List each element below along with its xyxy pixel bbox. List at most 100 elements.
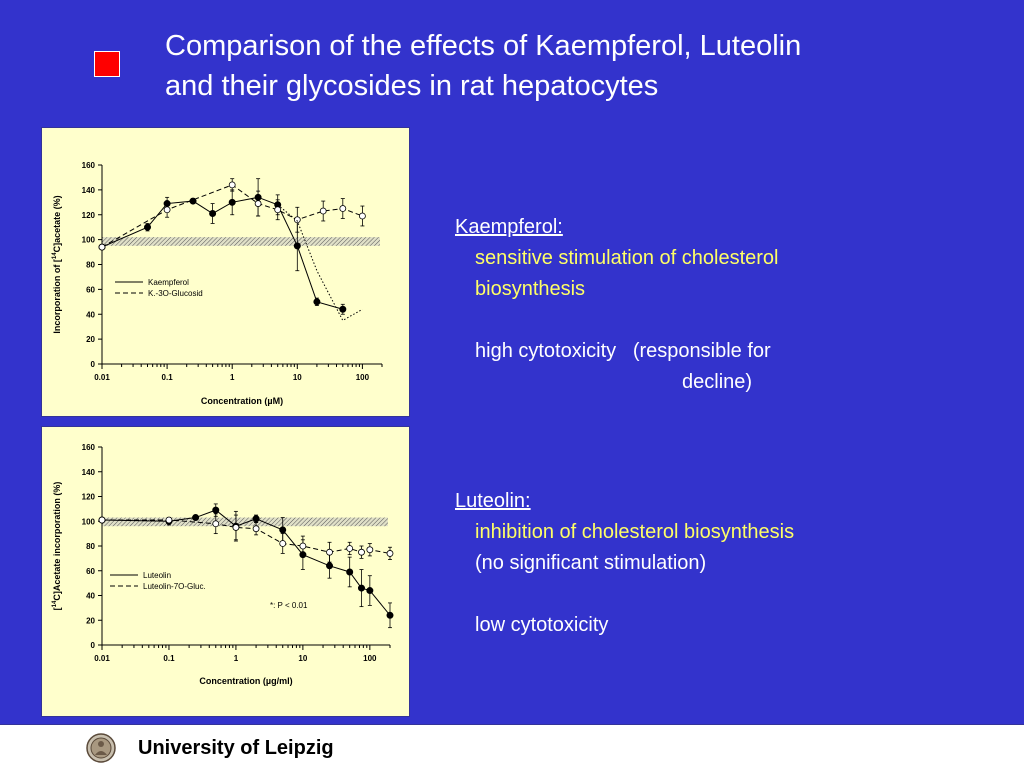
luteolin-chart: 0 20 40 60 80 100 120 140 160 0.01 0.1 1 10 100 Concen… [52,443,394,686]
chart2-legend-label: Luteolin [143,571,171,580]
chart1-y-tick-label: 100 [82,236,96,245]
luteolin-notes: Luteolin: inhibition of cholesterol bios… [455,486,794,641]
chart2-luteolin-point [366,587,374,595]
chart2-luteolin-7o-gluc-point [279,540,287,547]
chart2-y-tick-label: 140 [82,468,96,477]
chart2-significance-note: *: P < 0.01 [270,601,308,610]
chart2-y-tick-label: 40 [86,592,95,601]
chart2-luteolin-point [252,515,260,523]
chart2-luteolin-point [346,568,354,576]
chart1-k-3o-glucosid-point [98,243,106,251]
footer-bar: University of Leipzig [0,724,1024,769]
chart2-luteolin-point [279,526,287,534]
kaempferol-cytotoxicity-line: high cytotoxicity (responsible for [455,336,778,367]
chart2-y-tick-label: 160 [82,443,96,452]
chart2-luteolin-7o-gluc-point [326,548,333,556]
chart1-x-tick-label: 0.1 [162,373,174,382]
chart1-x-tick-label: 0.01 [94,373,110,382]
chart1-kaempferol-point [313,298,321,306]
chart2-luteolin-point [326,562,334,570]
chart1-y-tick-label: 140 [82,186,96,195]
kaempferol-chart: 0 20 40 60 80 100 120 140 160 0.01 0.1 1 10 100 Concen… [52,161,383,406]
chart1-kaempferol-point [144,223,152,231]
chart1-kaempferol-point [293,242,301,250]
luteolin-cytotoxicity-line: low cytotoxicity [475,614,609,636]
kaempferol-cytotoxicity-reason: (responsible for [632,340,771,362]
chart1-k-3o-glucosid-point [228,181,236,189]
chart2-y-axis-label: [14C]Acetate incorporation (%) [52,482,62,611]
chart1-y-axis-label-post: C]acetate (%) [52,195,62,252]
chart1-k-3o-glucosid-point [274,206,282,214]
chart2-luteolin-point [357,584,365,592]
chart2-reference-band [102,517,388,527]
university-seal-icon [86,733,116,763]
kaempferol-stimulation-line-1: sensitive stimulation of cholesterol [475,247,779,269]
chart2-x-tick-label: 0.1 [163,654,175,663]
chart1-y-tick-label: 60 [86,285,95,294]
kaempferol-notes: Kaempferol: sensitive stimulation of cho… [455,212,778,398]
slide-title-line-2: and their glycosides in rat hepatocytes [165,70,659,102]
chart2-luteolin-7o-gluc-point [98,516,106,524]
chart2-x-tick-label: 100 [363,654,377,663]
chart1-k-3o-glucosid-point [319,207,327,215]
kaempferol-chart-panel: 0 20 40 60 80 100 120 140 160 0.01 0.1 1 10 100 Concen… [41,127,410,417]
chart2-y-tick-label: 20 [86,616,95,625]
chart2-x-tick-label: 10 [298,654,307,663]
chart2-luteolin-7o-gluc-point [299,542,307,550]
luteolin-inhibition-line: inhibition of cholesterol biosynthesis [475,521,795,543]
chart1-k-3o-glucosid-point [339,205,347,212]
chart2-luteolin-7o-gluc-point [386,550,394,557]
chart1-legend-label: K.-3O-Glucosid [148,289,203,298]
luteolin-chart-panel: 0 20 40 60 80 100 120 140 160 0.01 0.1 1 10 100 Concen… [41,426,410,717]
chart1-kaempferol-point [228,198,236,206]
chart1-k-3o-glucosid-point [163,206,171,214]
chart1-k-3o-glucosid-point [254,200,262,207]
chart1-legend-label: Kaempferol [148,278,189,287]
chart2-y-tick-label: 0 [91,641,96,650]
chart2-y-tick-label: 80 [86,542,95,551]
luteolin-heading: Luteolin: [455,490,531,512]
chart2-x-axis-label: Concentration (µg/ml) [199,676,292,686]
kaempferol-stimulation-line-2: biosynthesis [475,278,586,300]
chart1-y-tick-label: 20 [86,335,95,344]
chart2-luteolin-7o-gluc-point [165,516,173,524]
chart2-luteolin-7o-gluc-point [358,548,365,556]
chart2-luteolin-7o-gluc-point [232,524,240,531]
chart1-y-tick-label: 160 [82,161,96,170]
chart1-kaempferol-point [339,305,347,313]
kaempferol-cytotoxicity-reason-2: decline) [682,371,753,393]
chart1-k-3o-glucosid-point [293,216,301,224]
chart2-y-axis-label-pre: [ [52,607,62,610]
chart1-y-axis-label-pre: Incorporation of [ [52,259,62,334]
kaempferol-cytotoxicity-label: high cytotoxicity [475,340,617,362]
chart2-luteolin-point [386,611,394,619]
chart2-luteolin-7o-gluc-point [252,525,260,533]
title-bullet-square [94,51,120,77]
chart1-kaempferol-line [101,196,343,310]
chart1-y-axis-label: Incorporation of [14C]acetate (%) [52,195,62,333]
university-name: University of Leipzig [138,737,334,759]
chart2-x-tick-label: 1 [234,654,239,663]
kaempferol-heading: Kaempferol: [455,216,563,238]
chart1-y-axis-label-sup: 14 [52,252,58,259]
chart2-luteolin-7o-gluc-point [212,520,220,528]
chart2-y-tick-label: 60 [86,567,95,576]
chart1-kaempferol-point [209,210,217,218]
chart1-x-tick-label: 10 [293,373,302,382]
chart1-y-tick-label: 80 [86,261,95,270]
chart2-y-tick-label: 120 [82,493,96,502]
chart1-x-tick-label: 100 [356,373,370,382]
chart1-y-tick-label: 0 [91,360,96,369]
slide-title: Comparison of the effects of Kaempferol,… [165,26,985,106]
chart1-k-3o-glucosid-line [101,184,363,248]
chart2-luteolin-7o-gluc-point [366,546,374,554]
chart2-luteolin-point [192,514,200,522]
slide-title-line-1: Comparison of the effects of Kaempferol,… [165,30,802,62]
chart1-x-tick-label: 1 [230,373,235,382]
chart1-reference-band [102,237,380,246]
chart2-luteolin-point [212,506,220,514]
chart2-legend-label: Luteolin-7O-Gluc. [143,582,206,591]
chart2-y-tick-label: 100 [82,517,96,526]
chart2-y-axis-label-sup: 14 [52,600,58,607]
chart1-y-tick-label: 120 [82,211,96,220]
